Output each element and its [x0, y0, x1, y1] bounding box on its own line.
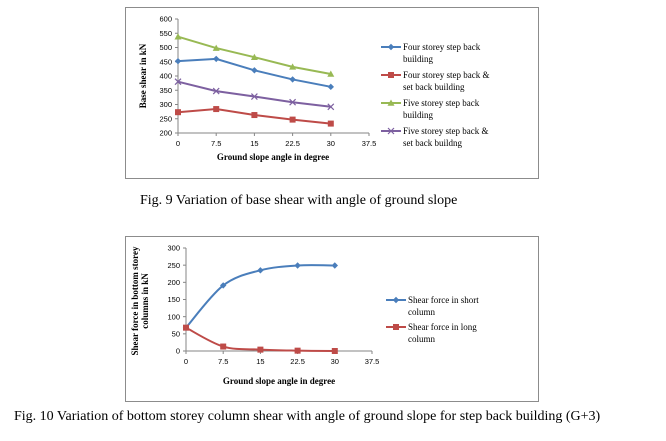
chart1-data-point-2 [213, 106, 220, 113]
chart1-legend-label-1: Four storey step back [403, 42, 481, 52]
chart1-data-point-3 [327, 70, 335, 77]
chart1-data-point-3 [250, 53, 258, 60]
chart2-x-axis-title: Ground slope angle in degree [223, 376, 335, 386]
chart1-data-point-1 [213, 55, 220, 63]
chart2-x-tick-label: 0 [184, 357, 188, 366]
chart2-data-point-2 [331, 348, 338, 354]
chart2-data-point-2 [294, 347, 301, 354]
chart1-y-tick-label: 200 [159, 129, 172, 138]
chart2-data-point-1 [220, 282, 227, 289]
chart2-data-point-1 [257, 267, 264, 274]
chart1-y-tick-label: 550 [159, 29, 172, 38]
chart1-data-point-1 [174, 57, 182, 65]
chart1-legend-label-4: set back buildng [403, 138, 462, 148]
chart1-legend-marker-1 [387, 43, 395, 51]
chart2-legend-label-1: Shear force in short [408, 295, 479, 305]
chart1-x-tick-label: 0 [176, 139, 180, 148]
base-shear-chart: 200 250 300 350 400 450 500 550 600 0 7.5 15 22.5 30 3… [125, 7, 539, 179]
chart2-x-tick-label: 37.5 [365, 357, 380, 366]
chart1-y-axis-title: Base shear in kN [138, 43, 148, 108]
chart1-data-point-3 [289, 63, 297, 70]
chart2-x-tick-label: 30 [331, 357, 339, 366]
chart2-y-tick-label: 0 [176, 347, 180, 356]
chart1-x-axis-title: Ground slope angle in degree [217, 152, 329, 162]
chart2-y-axis-title-line: Shear force in bottom storey [130, 246, 140, 355]
chart1-legend-marker-2 [388, 72, 394, 78]
chart2-data-point-1 [331, 262, 338, 269]
chart2-y-tick-label: 200 [167, 278, 180, 287]
chart1-legend-label-4: Five storey step back & [403, 126, 488, 136]
chart2-data-point-2 [183, 324, 189, 331]
chart2-series-line-1 [185, 264, 335, 329]
chart1-data-point-3 [212, 44, 220, 51]
chart1-data-point-4 [174, 78, 182, 86]
chart1-data-point-4 [212, 87, 220, 95]
chart2-y-tick-label: 250 [167, 261, 180, 270]
chart1-data-point-4 [250, 93, 258, 100]
chart2-x-tick-label: 7.5 [218, 357, 228, 366]
chart1-y-tick-label: 400 [159, 72, 172, 81]
chart1-y-axis-title-line: Base shear in kN [138, 43, 148, 108]
base-shear-chart-svg: 200 250 300 350 400 450 500 550 600 0 7.5 15 22.5 30 3… [138, 15, 489, 162]
chart2-data-point-1 [294, 262, 301, 269]
figure-9-caption: Fig. 9 Variation of base shear with angl… [140, 193, 458, 208]
chart1-x-tick-label: 22.5 [285, 139, 300, 148]
chart2-x-tick-label: 22.5 [290, 357, 305, 366]
chart1-data-point-3 [174, 33, 182, 40]
chart1-data-point-2 [327, 120, 334, 127]
chart1-data-point-2 [251, 112, 258, 119]
chart1-legend-label-3: building [403, 110, 434, 120]
chart2-y-axis-title-line: columns in kN [140, 273, 150, 329]
chart2-legend-label-2: Shear force in long [408, 322, 477, 332]
column-shear-chart-svg: 0 50 100 150 200 250 300 0 7.5 15 22.5 30 37.5 Ground… [130, 244, 479, 386]
chart1-legend-label-1: building [403, 54, 434, 64]
chart2-legend-marker-2 [393, 324, 399, 330]
chart1-x-tick-label: 15 [250, 139, 258, 148]
chart2-x-tick-label: 15 [256, 357, 264, 366]
chart1-legend-marker-3 [387, 99, 395, 106]
chart1-series-line-4 [177, 80, 331, 108]
chart1-y-tick-label: 500 [159, 43, 172, 52]
chart1-data-point-2 [289, 116, 296, 123]
chart2-legend-label-1: column [408, 307, 435, 317]
chart1-y-tick-label: 450 [159, 57, 172, 66]
chart1-data-point-4 [289, 98, 297, 106]
chart2-data-point-2 [257, 346, 264, 353]
chart2-y-tick-label: 300 [167, 244, 180, 253]
chart1-legend-label-2: set back building [403, 82, 465, 92]
chart1-y-tick-label: 300 [159, 100, 172, 109]
chart1-data-point-1 [289, 76, 296, 83]
figure-10-caption: Fig. 10 Variation of bottom storey colum… [14, 409, 601, 424]
chart2-y-tick-label: 150 [167, 295, 180, 304]
chart2-legend-label-2: column [408, 334, 435, 344]
chart2-y-axis-title: Shear force in bottom storey columns in k… [130, 246, 150, 355]
chart1-data-point-4 [327, 103, 335, 111]
chart1-data-point-1 [251, 67, 258, 74]
chart1-y-tick-label: 350 [159, 86, 172, 95]
chart1-data-point-2 [175, 109, 181, 116]
chart1-x-tick-label: 30 [327, 139, 335, 148]
chart1-x-tick-label: 7.5 [211, 139, 221, 148]
column-shear-chart: 0 50 100 150 200 250 300 0 7.5 15 22.5 30 37.5 Ground… [125, 236, 539, 402]
chart2-y-tick-label: 100 [167, 312, 180, 321]
chart2-y-tick-label: 50 [172, 329, 180, 338]
chart1-y-tick-label: 600 [159, 15, 172, 24]
chart1-x-tick-label: 37.5 [362, 139, 377, 148]
chart1-legend-label-3: Five storey step back [403, 98, 480, 108]
chart1-y-tick-label: 250 [159, 114, 172, 123]
chart1-data-point-1 [327, 83, 334, 91]
chart2-data-point-2 [220, 343, 227, 350]
chart2-legend-marker-1 [392, 296, 400, 304]
chart1-legend-label-2: Four storey step back & [403, 70, 489, 80]
chart1-legend-marker-4 [387, 127, 395, 135]
